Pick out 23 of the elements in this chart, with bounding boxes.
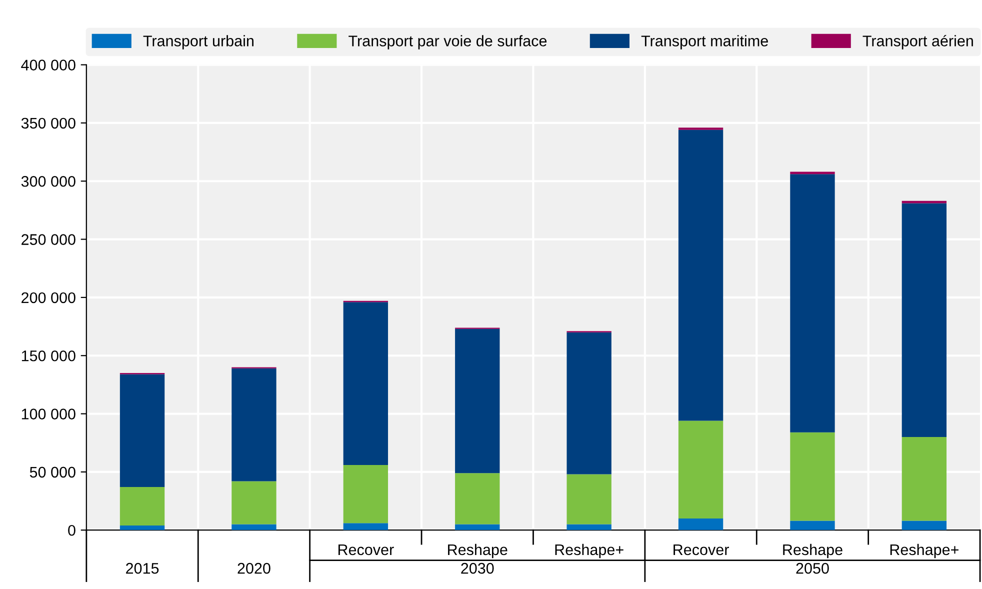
x-tick-label: Recover <box>674 544 729 556</box>
y-tick-label: 350 000 <box>21 118 76 129</box>
x-tick-label: Reshape <box>448 544 508 558</box>
text: 2030 <box>461 562 494 574</box>
legend-label: Transport maritime <box>641 35 768 50</box>
y-tick-label: 0 <box>68 524 76 536</box>
legend-label: Transport par voie de surface <box>348 35 547 50</box>
x-tick-label: Reshape <box>783 544 842 558</box>
y-tick-label: 200 000 <box>22 292 76 304</box>
y-tick-label: 100 000 <box>22 408 76 420</box>
legend-label: Transport urbain <box>143 35 254 50</box>
y-tick-label: 300 000 <box>21 176 76 187</box>
legend-label: Transport aérien <box>862 34 973 50</box>
x-tick-label: 2015 <box>126 562 159 574</box>
x-tick-label: Reshape+ <box>890 544 958 558</box>
y-tick-label: 400 000 <box>21 60 76 70</box>
x-tick-label: Reshape+ <box>555 544 624 558</box>
y-tick-label: 250 000 <box>22 234 76 245</box>
y-tick-label: 50 000 <box>30 466 76 478</box>
x-tick-label: Recover <box>338 544 394 556</box>
text: 2050 <box>796 562 829 574</box>
y-tick-label: 150 000 <box>22 350 76 362</box>
x-tick-label: 2020 <box>238 562 270 574</box>
